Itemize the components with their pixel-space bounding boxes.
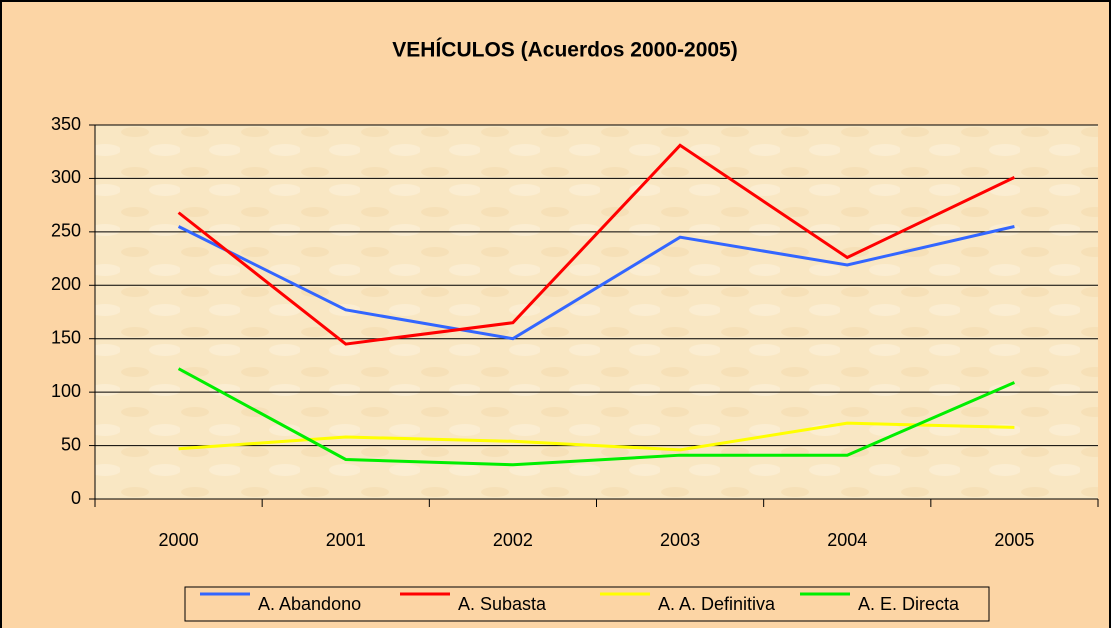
x-tick-label: 2005 bbox=[994, 530, 1034, 550]
line-series bbox=[177, 367, 1016, 467]
x-tick-label: 2003 bbox=[660, 530, 700, 550]
line-series bbox=[177, 225, 1015, 341]
y-tick-label: 250 bbox=[51, 221, 81, 241]
x-tick-label: 2000 bbox=[159, 530, 199, 550]
line-series bbox=[177, 143, 1016, 346]
legend-label: A. E. Directa bbox=[858, 594, 960, 614]
legend-label: A. A. Definitiva bbox=[658, 594, 776, 614]
y-tick-label: 0 bbox=[71, 488, 81, 508]
y-tick-label: 300 bbox=[51, 167, 81, 187]
y-tick-label: 100 bbox=[51, 381, 81, 401]
legend-label: A. Subasta bbox=[458, 594, 547, 614]
y-tick-label: 150 bbox=[51, 327, 81, 347]
x-tick-label: 2002 bbox=[493, 530, 533, 550]
y-tick-label: 350 bbox=[51, 114, 81, 134]
legend-label: A. Abandono bbox=[258, 594, 361, 614]
y-tick-label: 50 bbox=[61, 434, 81, 454]
y-tick-label: 200 bbox=[51, 274, 81, 294]
legend bbox=[184, 586, 990, 622]
x-tick-label: 2004 bbox=[827, 530, 867, 550]
chart-title: VEHÍCULOS (Acuerdos 2000-2005) bbox=[392, 39, 737, 62]
x-tick-label: 2001 bbox=[326, 530, 366, 550]
plot-area bbox=[95, 125, 1098, 499]
line-series bbox=[178, 421, 1015, 452]
